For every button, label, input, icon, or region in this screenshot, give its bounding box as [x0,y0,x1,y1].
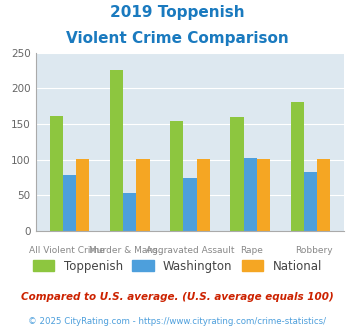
Bar [197,159,210,231]
Text: Aggravated Assault: Aggravated Assault [146,246,234,255]
Bar [123,193,136,231]
Legend: Toppenish, Washington, National: Toppenish, Washington, National [28,255,327,278]
Bar [230,117,244,231]
Bar [304,172,317,231]
Text: 2019 Toppenish: 2019 Toppenish [110,5,245,20]
Text: Compared to U.S. average. (U.S. average equals 100): Compared to U.S. average. (U.S. average … [21,292,334,302]
Text: Rape: Rape [240,246,263,255]
Bar [76,159,89,231]
Text: All Violent Crime: All Violent Crime [28,246,104,255]
Bar [257,159,270,231]
Bar [183,178,197,231]
Bar [317,159,330,231]
Bar [136,159,149,231]
Bar [63,176,76,231]
Bar [244,158,257,231]
Text: Robbery: Robbery [295,246,332,255]
Bar [110,70,123,231]
Bar [170,120,183,231]
Text: Murder & Mans...: Murder & Mans... [89,246,167,255]
Bar [290,102,304,231]
Bar [50,115,63,231]
Text: Violent Crime Comparison: Violent Crime Comparison [66,31,289,46]
Text: © 2025 CityRating.com - https://www.cityrating.com/crime-statistics/: © 2025 CityRating.com - https://www.city… [28,317,327,326]
